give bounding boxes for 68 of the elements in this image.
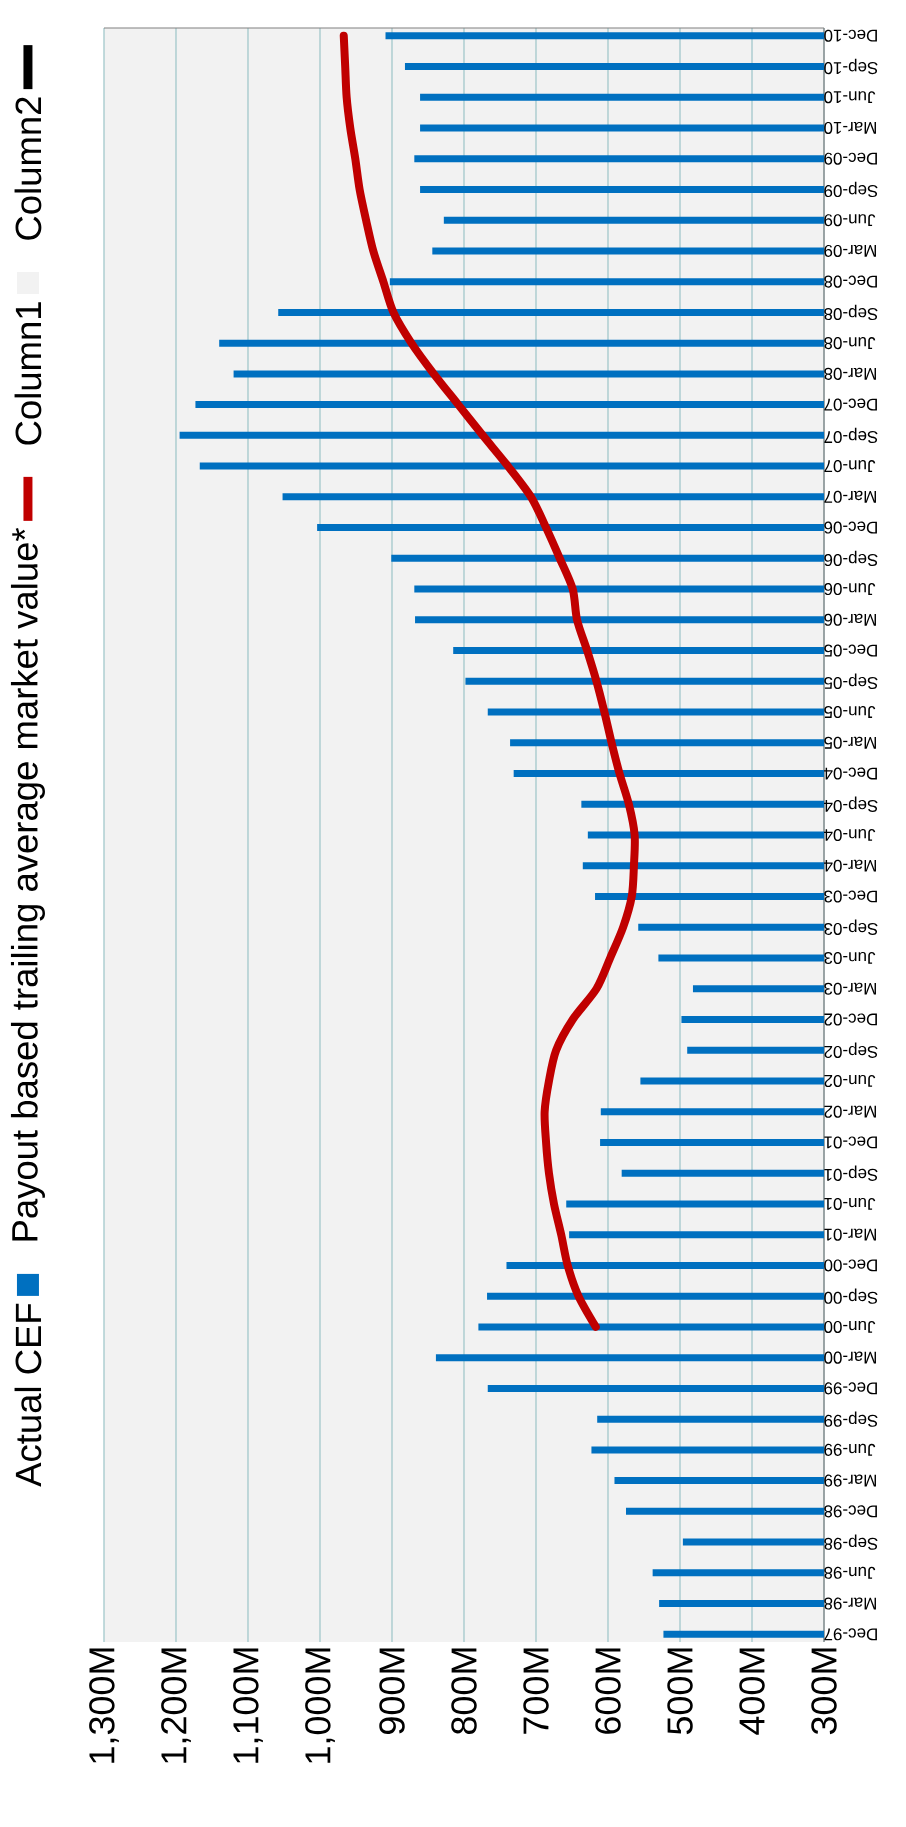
y-tick-label: Sep-01 — [824, 1165, 878, 1181]
y-tick-label: Jun-07 — [824, 460, 876, 473]
legend-label: Actual CEF — [14, 1303, 42, 1487]
y-tick-label: Dec-01 — [824, 1136, 877, 1149]
y-tick-label: Sep-02 — [824, 1042, 878, 1058]
y-tick-label: Mar-02 — [824, 1105, 876, 1118]
y-tick-label: Jun-04 — [824, 828, 876, 842]
x-tick-label: 700M — [523, 1648, 549, 1734]
y-tick-label: Dec-07 — [824, 398, 877, 411]
legend-label: Column1 — [14, 302, 42, 445]
y-tick-label: Jun-05 — [824, 706, 876, 719]
y-tick-label: Mar-08 — [824, 367, 876, 380]
x-tick-label: 400M — [739, 1648, 765, 1735]
y-tick-label: Dec-98 — [824, 1505, 877, 1518]
y-tick-label: Mar-09 — [824, 244, 876, 257]
y-tick-label: Sep-04 — [824, 796, 878, 812]
y-tick-label: Mar-99 — [824, 1474, 876, 1487]
y-tick-label: Sep-07 — [824, 427, 878, 444]
y-tick-label: Dec-05 — [824, 644, 877, 657]
y-tick-label: Jun-03 — [824, 951, 876, 965]
y-tick-label: Sep-03 — [824, 919, 878, 935]
x-tick-label: 1,300M — [89, 1648, 119, 1763]
x-tick-label: 500M — [667, 1648, 693, 1735]
y-tick-label: Mar-03 — [824, 982, 876, 995]
y-tick-label: Mar-98 — [824, 1597, 876, 1610]
x-tick-label: 1,200M — [161, 1648, 191, 1763]
y-tick-label: Sep-10 — [824, 58, 878, 75]
y-tick-label: Mar-04 — [824, 859, 876, 872]
y-tick-label: Dec-03 — [824, 890, 877, 903]
y-tick-label: Dec-04 — [824, 767, 877, 780]
y-tick-label: Sep-00 — [824, 1288, 878, 1304]
y-tick-label: Sep-99 — [824, 1411, 878, 1427]
y-tick-label: Jun-10 — [824, 91, 876, 104]
y-tick-label: Sep-98 — [824, 1534, 878, 1550]
y-tick-label: Mar-00 — [824, 1351, 876, 1364]
y-tick-label: Mar-10 — [824, 121, 876, 134]
x-tick-label: 800M — [451, 1648, 477, 1735]
y-tick-label: Dec-09 — [824, 152, 877, 165]
legend-label: Column2 — [14, 97, 42, 240]
y-tick-label: Sep-08 — [824, 304, 878, 321]
y-tick-label: Dec-97 — [824, 1628, 877, 1641]
y-tick-label: Dec-02 — [824, 1013, 877, 1026]
y-tick-label: Jun-01 — [824, 1197, 876, 1210]
y-tick-label: Dec-99 — [824, 1382, 877, 1395]
y-tick-label: Jun-00 — [824, 1320, 876, 1333]
y-tick-label: Jun-98 — [824, 1566, 876, 1579]
y-tick-label: Jun-02 — [824, 1074, 876, 1087]
legend-label: Payout based trailing average market value* — [10, 527, 45, 1241]
y-tick-label: Jun-06 — [824, 583, 876, 596]
y-tick-label: Dec-00 — [824, 1259, 877, 1272]
y-tick-label: Dec-08 — [824, 275, 877, 288]
y-tick-label: Dec-06 — [824, 521, 877, 534]
y-tick-label: Jun-99 — [824, 1443, 876, 1456]
y-tick-label: Jun-08 — [824, 337, 876, 350]
y-tick-label: Mar-05 — [824, 736, 876, 749]
x-tick-label: 1,000M — [305, 1648, 335, 1763]
y-tick-label: Sep-06 — [824, 550, 878, 567]
y-tick-label: Mar-06 — [824, 613, 876, 626]
x-tick-label: 900M — [379, 1648, 405, 1734]
y-tick-label: Jun-09 — [824, 214, 876, 227]
y-tick-label: Sep-09 — [824, 181, 878, 198]
y-tick-label: Sep-05 — [824, 673, 878, 690]
y-tick-label: Mar-01 — [824, 1228, 876, 1241]
x-tick-label: 1,100M — [233, 1648, 263, 1763]
y-tick-label: Mar-07 — [824, 490, 876, 503]
x-tick-label: 600M — [595, 1648, 621, 1734]
x-tick-label: 300M — [811, 1648, 837, 1735]
y-tick-label: Dec-10 — [824, 29, 877, 42]
